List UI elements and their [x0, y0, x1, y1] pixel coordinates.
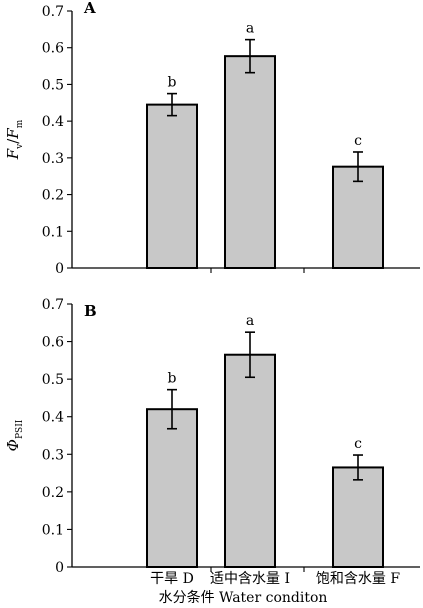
- y-tick-label-a: 0: [55, 261, 64, 277]
- panel-label-b: B: [84, 302, 97, 320]
- y-tick-label-a: 0.5: [42, 77, 64, 93]
- y-tick-label-a: 0.7: [42, 4, 64, 20]
- bar-a-1: [146, 103, 198, 269]
- y-tick-label-b: 0.2: [42, 485, 64, 501]
- y-title-main-sub-a: v: [15, 143, 25, 150]
- significance-label-a-2: a: [246, 21, 254, 37]
- x-category-labels: 干旱 D 适中含水量 I 饱和含水量 F: [150, 571, 400, 587]
- y-tick-label-b: 0.3: [42, 447, 64, 463]
- y-title-denom-a: F: [4, 128, 22, 140]
- y-tick-label-b: 0.4: [42, 410, 64, 426]
- y-axis-title-a: Fv/Fm: [4, 119, 25, 160]
- y-tick-label-b: 0.5: [42, 372, 64, 388]
- y-tick-label-a: 0.2: [42, 188, 64, 204]
- y-axis-title-b: ΦPSII: [4, 419, 25, 451]
- significance-label-a-3: c: [354, 133, 362, 149]
- y-tick-label-b: 0.1: [42, 522, 64, 538]
- y-title-main-a: F: [4, 148, 22, 160]
- y-tick-label-b: 0.7: [42, 297, 64, 313]
- panel-label-a: A: [83, 0, 96, 17]
- significance-label-a-1: b: [168, 75, 177, 91]
- significance-label-b-1: b: [168, 371, 177, 387]
- y-title-denom-sub-a: m: [15, 119, 25, 128]
- y-title-separator-a: /: [4, 138, 22, 144]
- panel-b: 0 0.1 0.2 0.3 0.4 0.5 0.6 0.7 b a c B ΦPSII: [4, 297, 420, 576]
- significance-label-b-3: c: [354, 436, 362, 452]
- bar-b-1: [146, 408, 198, 569]
- y-tick-label-b: 0: [55, 560, 64, 576]
- category-label-3: 饱和含水量 F: [316, 571, 400, 587]
- y-tick-label-a: 0.4: [42, 114, 64, 130]
- bar-b-2: [224, 353, 276, 568]
- y-tick-label-a: 0.6: [42, 41, 64, 57]
- significance-label-b-2: a: [246, 313, 254, 329]
- bar-a-2: [224, 55, 276, 270]
- bar-b-3: [332, 466, 384, 568]
- y-tick-label-b: 0.6: [42, 335, 64, 351]
- category-label-2: 适中含水量 I: [210, 571, 290, 587]
- category-label-1: 干旱 D: [150, 571, 194, 587]
- y-title-main-sub-b: PSII: [15, 419, 25, 439]
- x-axis-title: 水分条件 Water conditon: [159, 589, 328, 606]
- y-tick-label-a: 0.1: [42, 224, 64, 240]
- y-title-main-b: Φ: [4, 439, 22, 451]
- y-tick-label-a: 0.3: [42, 151, 64, 167]
